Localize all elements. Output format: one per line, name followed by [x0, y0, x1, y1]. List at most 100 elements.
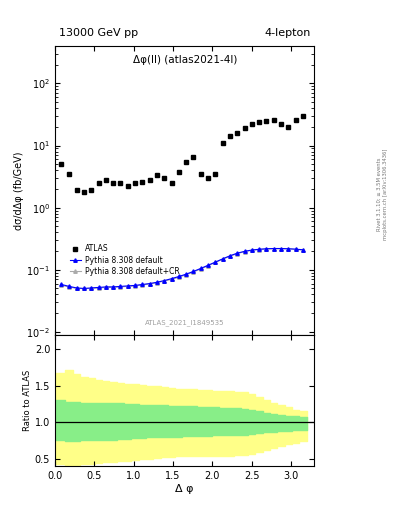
Pythia 8.308 default+CR [191, 269, 196, 275]
X-axis label: Δ φ: Δ φ [175, 483, 194, 494]
Pythia 8.308 default [264, 246, 269, 252]
Pythia 8.308 default [206, 262, 210, 268]
Pythia 8.308 default [293, 246, 298, 252]
Pythia 8.308 default [220, 256, 225, 262]
ATLAS [82, 189, 86, 195]
Pythia 8.308 default+CR [264, 246, 269, 252]
ATLAS [96, 180, 101, 186]
Pythia 8.308 default [250, 247, 254, 253]
ATLAS [272, 117, 276, 123]
Pythia 8.308 default [147, 281, 152, 287]
Pythia 8.308 default [155, 279, 160, 285]
Line: ATLAS: ATLAS [59, 114, 305, 194]
Pythia 8.308 default [301, 247, 305, 253]
Pythia 8.308 default [176, 273, 181, 280]
Pythia 8.308 default [257, 246, 261, 252]
Pythia 8.308 default+CR [82, 285, 86, 291]
ATLAS [89, 187, 94, 194]
Pythia 8.308 default+CR [104, 284, 108, 290]
ATLAS [118, 180, 123, 186]
ATLAS [264, 118, 269, 124]
ATLAS [140, 179, 145, 185]
ATLAS [279, 121, 283, 127]
Pythia 8.308 default+CR [286, 246, 291, 252]
Pythia 8.308 default+CR [257, 246, 261, 252]
Pythia 8.308 default [118, 283, 123, 289]
ATLAS [213, 171, 218, 177]
Pythia 8.308 default [140, 282, 145, 288]
Text: Rivet 3.1.10; ≥ 3.5M events: Rivet 3.1.10; ≥ 3.5M events [377, 158, 382, 231]
Pythia 8.308 default [198, 265, 203, 271]
Pythia 8.308 default+CR [74, 285, 79, 291]
Pythia 8.308 default [162, 278, 167, 284]
Pythia 8.308 default+CR [206, 263, 210, 269]
Pythia 8.308 default+CR [301, 247, 305, 253]
Y-axis label: dσ/dΔφ (fb/GeV): dσ/dΔφ (fb/GeV) [13, 151, 24, 230]
ATLAS [176, 168, 181, 175]
Pythia 8.308 default+CR [228, 253, 232, 260]
Pythia 8.308 default+CR [59, 282, 64, 288]
Pythia 8.308 default [235, 250, 240, 257]
Pythia 8.308 default+CR [184, 272, 189, 278]
Pythia 8.308 default+CR [162, 278, 167, 284]
ATLAS [169, 180, 174, 186]
Pythia 8.308 default [228, 253, 232, 259]
Pythia 8.308 default [89, 285, 94, 291]
Pythia 8.308 default+CR [213, 260, 218, 266]
ATLAS [228, 134, 232, 140]
Pythia 8.308 default [104, 284, 108, 290]
Text: Δφ(ll) (atlas2021-4l): Δφ(ll) (atlas2021-4l) [132, 55, 237, 65]
Legend: ATLAS, Pythia 8.308 default, Pythia 8.308 default+CR: ATLAS, Pythia 8.308 default, Pythia 8.30… [67, 241, 183, 279]
ATLAS [59, 161, 64, 167]
Pythia 8.308 default [82, 285, 86, 291]
Pythia 8.308 default+CR [96, 285, 101, 291]
ATLAS [220, 140, 225, 146]
Pythia 8.308 default+CR [279, 246, 283, 252]
Text: 4-lepton: 4-lepton [264, 28, 310, 38]
Pythia 8.308 default [133, 282, 138, 288]
ATLAS [155, 173, 160, 179]
Pythia 8.308 default [191, 268, 196, 274]
Pythia 8.308 default [184, 271, 189, 277]
Pythia 8.308 default [125, 283, 130, 289]
Pythia 8.308 default+CR [89, 285, 94, 291]
Pythia 8.308 default+CR [272, 246, 276, 252]
Text: 13000 GeV pp: 13000 GeV pp [59, 28, 138, 38]
ATLAS [198, 171, 203, 177]
Pythia 8.308 default [67, 283, 72, 289]
Text: mcplots.cern.ch [arXiv:1306.3436]: mcplots.cern.ch [arXiv:1306.3436] [384, 149, 388, 240]
Pythia 8.308 default+CR [242, 248, 247, 254]
ATLAS [133, 180, 138, 186]
Pythia 8.308 default+CR [169, 276, 174, 283]
Pythia 8.308 default+CR [133, 283, 138, 289]
Pythia 8.308 default+CR [111, 284, 116, 290]
ATLAS [235, 130, 240, 136]
Pythia 8.308 default [59, 282, 64, 288]
Pythia 8.308 default+CR [147, 281, 152, 287]
ATLAS [104, 177, 108, 183]
Y-axis label: Ratio to ATLAS: Ratio to ATLAS [23, 370, 32, 431]
ATLAS [293, 117, 298, 123]
ATLAS [74, 187, 79, 194]
ATLAS [191, 154, 196, 160]
Pythia 8.308 default+CR [176, 274, 181, 280]
ATLAS [125, 183, 130, 189]
Pythia 8.308 default+CR [140, 282, 145, 288]
ATLAS [162, 175, 167, 181]
ATLAS [301, 113, 305, 119]
ATLAS [147, 177, 152, 183]
Pythia 8.308 default [286, 246, 291, 252]
Pythia 8.308 default [242, 248, 247, 254]
Pythia 8.308 default [279, 245, 283, 251]
Pythia 8.308 default+CR [118, 284, 123, 290]
Pythia 8.308 default+CR [220, 256, 225, 262]
ATLAS [257, 119, 261, 125]
Pythia 8.308 default [74, 285, 79, 291]
Text: ATLAS_2021_I1849535: ATLAS_2021_I1849535 [145, 319, 224, 326]
Pythia 8.308 default [111, 284, 116, 290]
Pythia 8.308 default+CR [125, 283, 130, 289]
Pythia 8.308 default [96, 284, 101, 290]
ATLAS [67, 171, 72, 177]
Line: Pythia 8.308 default: Pythia 8.308 default [60, 247, 305, 290]
ATLAS [206, 175, 210, 181]
